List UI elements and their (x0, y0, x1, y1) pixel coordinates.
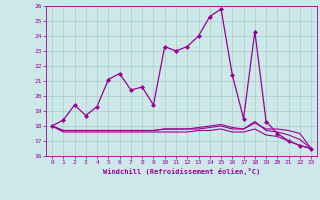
X-axis label: Windchill (Refroidissement éolien,°C): Windchill (Refroidissement éolien,°C) (103, 168, 260, 175)
